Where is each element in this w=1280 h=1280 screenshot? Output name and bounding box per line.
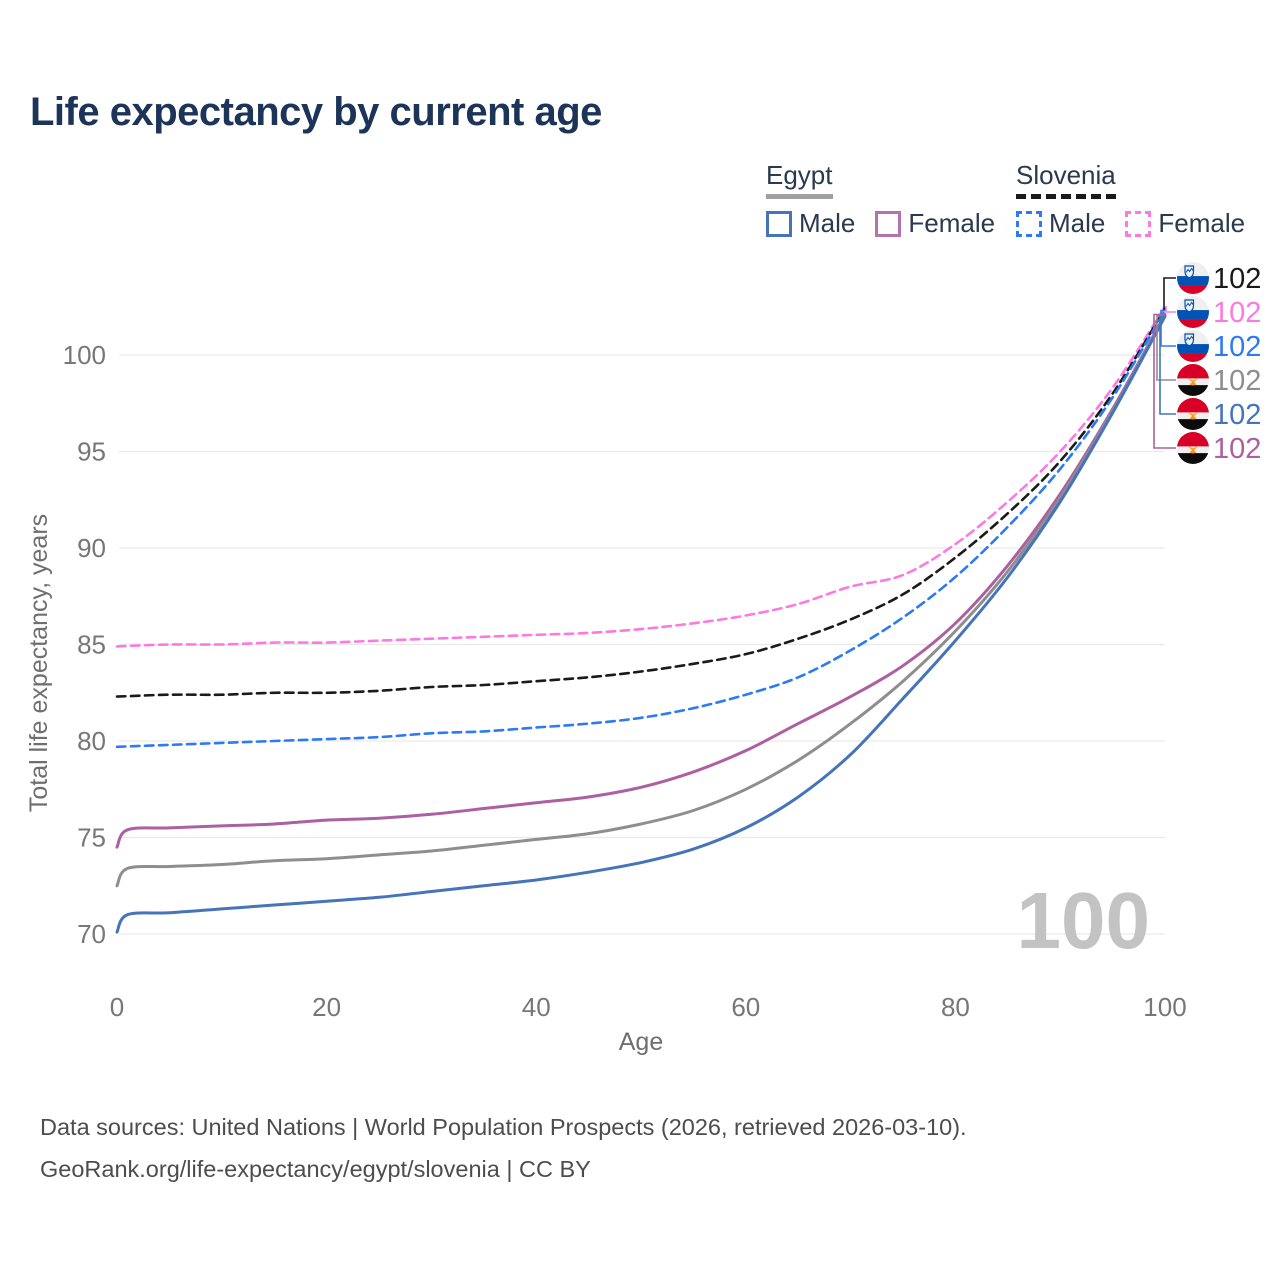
x-axis-title: Age: [619, 1028, 663, 1056]
data-sources-line: Data sources: United Nations | World Pop…: [40, 1114, 967, 1140]
end-label-value-slovenia_female: 102: [1213, 297, 1261, 329]
slovenia-female-swatch-icon: [1125, 210, 1152, 237]
legend-group-egypt: Egypt Male Female: [766, 160, 1015, 239]
watermark-age-counter: 100: [1017, 876, 1150, 965]
legend-group-slovenia: Slovenia Male Female: [1016, 160, 1265, 239]
x-tick-label-40: 40: [522, 992, 551, 1022]
x-tick-label-20: 20: [312, 992, 341, 1022]
legend-country-slovenia[interactable]: Slovenia: [1016, 160, 1116, 199]
legend-item-egypt-male[interactable]: Male: [766, 208, 855, 239]
legend-item-slovenia-female[interactable]: Female: [1125, 208, 1245, 239]
end-label-connector-egypt_male: [1159, 315, 1176, 415]
y-tick-label-80: 80: [77, 726, 106, 756]
page-title: Life expectancy by current age: [30, 90, 602, 134]
y-tick-label-95: 95: [77, 437, 106, 467]
legend-items-slovenia: Male Female: [1016, 208, 1265, 239]
slovenia-flag-icon: [1177, 296, 1209, 328]
x-tick-label-100: 100: [1143, 992, 1186, 1022]
y-axis-title: Total life expectancy, years: [25, 514, 53, 812]
y-tick-label-90: 90: [77, 533, 106, 563]
series-line-egypt_female: [115, 313, 1167, 849]
series-line-slovenia_total: [115, 307, 1167, 698]
x-tick-label-0: 0: [110, 992, 124, 1022]
attribution-line: GeoRank.org/life-expectancy/egypt/sloven…: [40, 1156, 591, 1182]
end-label-connector-slovenia_female: [1165, 306, 1176, 313]
end-label-value-egypt_total: 102: [1213, 365, 1261, 397]
legend-items-egypt: Male Female: [766, 208, 1015, 239]
end-label-value-egypt_female: 102: [1213, 433, 1261, 465]
x-tick-label-80: 80: [941, 992, 970, 1022]
egypt-flag-icon: [1177, 432, 1209, 464]
slovenia-flag-icon: [1177, 262, 1209, 294]
x-tick-label-60: 60: [731, 992, 760, 1022]
legend-item-egypt-female[interactable]: Female: [875, 208, 995, 239]
y-tick-label-100: 100: [63, 340, 106, 370]
y-tick-label-75: 75: [77, 823, 106, 853]
y-tick-label-70: 70: [77, 919, 106, 949]
end-label-connector-slovenia_male: [1160, 309, 1176, 347]
series-line-egypt_male: [115, 314, 1167, 934]
end-label-connector-egypt_female: [1153, 313, 1176, 449]
series-line-egypt_total: [115, 313, 1167, 888]
series-line-slovenia_female: [115, 305, 1167, 648]
egypt-flag-icon: [1177, 398, 1209, 430]
footer: Data sources: United Nations | World Pop…: [40, 1106, 967, 1190]
slovenia-flag-icon: [1177, 330, 1209, 362]
end-label-value-slovenia_total: 102: [1213, 263, 1261, 295]
egypt-female-swatch-icon: [875, 210, 902, 237]
legend-item-label: Female: [1158, 208, 1246, 238]
end-label-value-slovenia_male: 102: [1213, 331, 1261, 363]
y-tick-label-85: 85: [77, 630, 106, 660]
legend-item-label: Female: [908, 208, 996, 238]
series-line-slovenia_male: [115, 309, 1167, 749]
legend-country-egypt[interactable]: Egypt: [766, 160, 833, 199]
legend-item-slovenia-male[interactable]: Male: [1016, 208, 1105, 239]
end-label-value-egypt_male: 102: [1213, 399, 1261, 431]
legend-item-label: Male: [799, 208, 856, 238]
end-label-connector-slovenia_total: [1163, 277, 1176, 310]
slovenia-male-swatch-icon: [1016, 210, 1042, 237]
egypt-male-swatch-icon: [766, 210, 792, 237]
legend-item-label: Male: [1049, 208, 1106, 238]
end-label-connector-egypt_total: [1156, 314, 1176, 381]
egypt-flag-icon: [1177, 364, 1209, 396]
